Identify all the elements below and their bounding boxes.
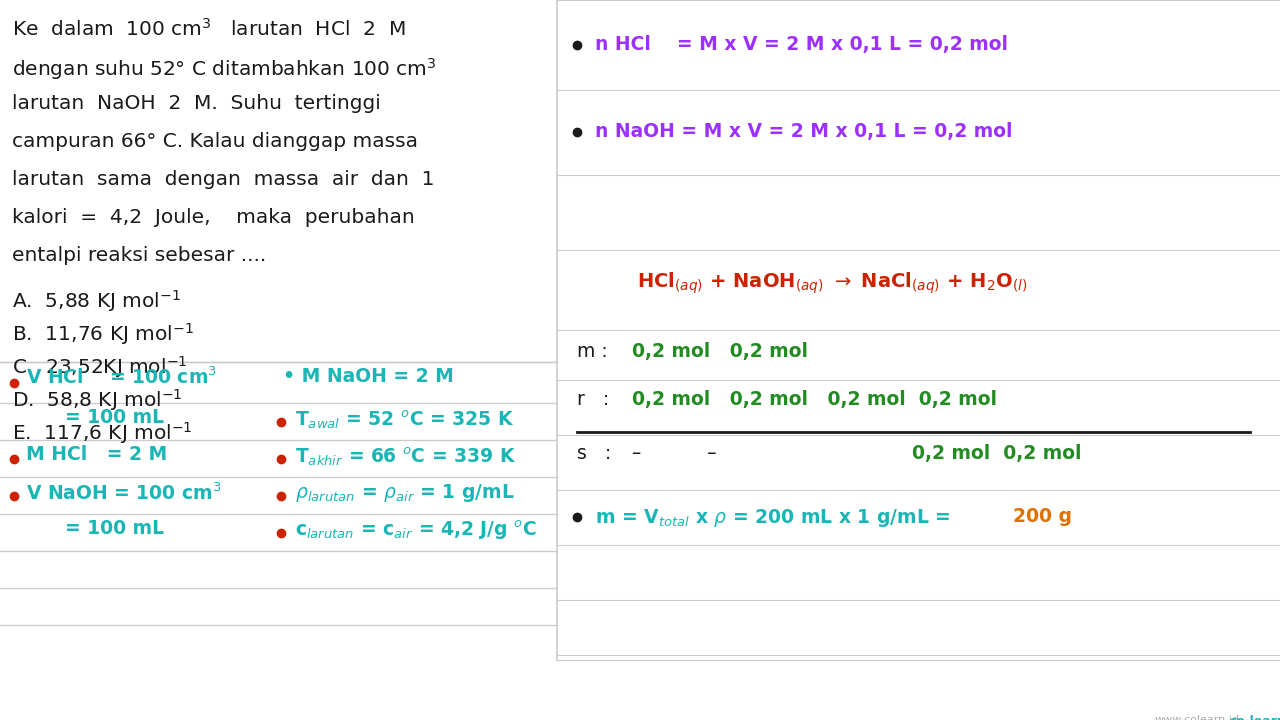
Text: 0,2 mol  0,2 mol: 0,2 mol 0,2 mol <box>911 444 1082 463</box>
Text: A.  5,88 KJ mol$^{-1}$: A. 5,88 KJ mol$^{-1}$ <box>12 288 180 314</box>
Text: 200 g: 200 g <box>1012 507 1073 526</box>
Text: HCl$_{(aq)}$ + NaOH$_{(aq)}$ $\rightarrow$ NaCl$_{(aq)}$ + H$_2$O$_{(l)}$: HCl$_{(aq)}$ + NaOH$_{(aq)}$ $\rightarro… <box>637 270 1028 295</box>
Text: = 100 mL: = 100 mL <box>65 519 164 538</box>
Text: V NaOH = 100 cm$^3$: V NaOH = 100 cm$^3$ <box>26 482 221 503</box>
Text: 0,2 mol   0,2 mol: 0,2 mol 0,2 mol <box>632 342 808 361</box>
Text: r   :: r : <box>577 390 609 409</box>
Text: larutan  sama  dengan  massa  air  dan  1: larutan sama dengan massa air dan 1 <box>12 170 434 189</box>
Text: m = V$_{total}$ x $\rho$ = 200 mL x 1 g/mL =: m = V$_{total}$ x $\rho$ = 200 mL x 1 g/… <box>595 507 952 529</box>
Text: T$_{akhir}$ = 66 $^o$C = 339 K: T$_{akhir}$ = 66 $^o$C = 339 K <box>294 445 516 468</box>
Text: kalori  =  4,2  Joule,    maka  perubahan: kalori = 4,2 Joule, maka perubahan <box>12 208 415 227</box>
Text: larutan  NaOH  2  M.  Suhu  tertinggi: larutan NaOH 2 M. Suhu tertinggi <box>12 94 380 113</box>
Text: 0,2 mol   0,2 mol   0,2 mol  0,2 mol: 0,2 mol 0,2 mol 0,2 mol 0,2 mol <box>632 390 997 409</box>
Text: B.  11,76 KJ mol$^{-1}$: B. 11,76 KJ mol$^{-1}$ <box>12 321 193 347</box>
Text: n NaOH = M x V = 2 M x 0,1 L = 0,2 mol: n NaOH = M x V = 2 M x 0,1 L = 0,2 mol <box>595 122 1012 141</box>
Text: n HCl    = M x V = 2 M x 0,1 L = 0,2 mol: n HCl = M x V = 2 M x 0,1 L = 0,2 mol <box>595 35 1009 54</box>
Text: E.  117,6 KJ mol$^{-1}$: E. 117,6 KJ mol$^{-1}$ <box>12 420 192 446</box>
Text: M HCl   = 2 M: M HCl = 2 M <box>26 445 168 464</box>
Text: co·learn: co·learn <box>1230 715 1280 720</box>
Text: dengan suhu 52° C ditambahkan 100 cm$^3$: dengan suhu 52° C ditambahkan 100 cm$^3$ <box>12 56 436 82</box>
Text: $\rho$$_{larutan}$ = $\rho$$_{air}$ = 1 g/mL: $\rho$$_{larutan}$ = $\rho$$_{air}$ = 1 … <box>294 482 515 504</box>
Text: www.colearn.id: www.colearn.id <box>1155 715 1240 720</box>
Text: –           –: – – <box>632 444 717 463</box>
Text: entalpi reaksi sebesar ....: entalpi reaksi sebesar .... <box>12 246 266 265</box>
Text: V HCl    = 100 cm$^3$: V HCl = 100 cm$^3$ <box>26 367 218 389</box>
Text: C.  23,52KJ mol$^{-1}$: C. 23,52KJ mol$^{-1}$ <box>12 354 187 380</box>
Text: = 100 mL: = 100 mL <box>65 408 164 427</box>
Text: • M NaOH = 2 M: • M NaOH = 2 M <box>283 367 454 386</box>
Text: T$_{awal}$ = 52 $^o$C = 325 K: T$_{awal}$ = 52 $^o$C = 325 K <box>294 408 515 431</box>
Text: c$_{larutan}$ = c$_{air}$ = 4,2 J/g $^o$C: c$_{larutan}$ = c$_{air}$ = 4,2 J/g $^o$… <box>294 519 538 542</box>
Text: s   :: s : <box>577 444 612 463</box>
Text: Ke  dalam  100 cm$^3$   larutan  HCl  2  M: Ke dalam 100 cm$^3$ larutan HCl 2 M <box>12 18 406 40</box>
Text: D.  58,8 KJ mol$^{-1}$: D. 58,8 KJ mol$^{-1}$ <box>12 387 183 413</box>
Text: campuran 66° C. Kalau dianggap massa: campuran 66° C. Kalau dianggap massa <box>12 132 419 151</box>
Text: m :: m : <box>577 342 608 361</box>
